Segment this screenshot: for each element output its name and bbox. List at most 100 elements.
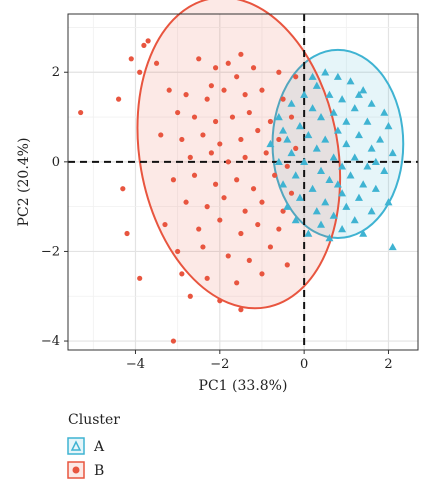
point-cluster-a [308,104,317,112]
point-cluster-a [388,148,397,157]
point-cluster-b [212,118,219,125]
point-cluster-a [384,122,393,130]
point-cluster-b [250,65,257,71]
point-cluster-b [229,114,236,120]
point-cluster-a [300,157,309,166]
point-cluster-b [191,172,198,178]
point-cluster-b [255,127,261,134]
point-cluster-a [274,113,283,121]
point-cluster-b [272,172,278,178]
legend-entries: AB [67,437,105,479]
point-cluster-a [329,153,338,161]
plot-border [67,13,419,351]
point-cluster-b [124,230,130,237]
point-cluster-b [166,87,172,93]
point-cluster-b [288,114,295,120]
point-cluster-a [350,104,359,112]
point-cluster-b [293,145,299,151]
point-cluster-a [279,180,288,188]
point-cluster-b [259,87,265,93]
point-cluster-b [221,87,227,93]
point-cluster-a [283,135,292,143]
point-cluster-a [376,135,385,143]
point-cluster-a [367,207,376,215]
point-cluster-b [255,221,261,228]
plot-panel [67,0,419,351]
point-cluster-b [212,65,219,71]
point-cluster-b [234,74,240,80]
point-cluster-a [371,184,380,192]
point-cluster-a [338,189,347,197]
point-cluster-a [308,72,317,80]
point-cluster-b [137,275,143,281]
point-cluster-b [153,60,160,66]
point-cluster-a [295,122,304,130]
legend-circle-icon [72,466,80,474]
point-cluster-b [204,96,210,102]
point-cluster-b [162,221,168,228]
point-cluster-b [225,253,231,259]
point-cluster-a [342,139,351,148]
x-tick-label: 0 [300,357,308,372]
point-cluster-b [242,154,248,160]
point-cluster-b [196,226,202,232]
point-cluster-b [242,92,248,98]
point-cluster-b [259,199,265,205]
point-cluster-b [217,298,223,304]
point-cluster-a [266,139,275,148]
point-cluster-b [246,257,252,263]
point-cluster-b [225,159,231,165]
x-tick-label: 2 [384,357,392,372]
point-cluster-a [317,166,326,174]
point-cluster-b [276,69,282,75]
point-cluster-a [287,148,296,157]
point-cluster-b [204,275,210,281]
point-cluster-a [300,90,309,98]
reference-lines [68,14,418,350]
x-tick-label: −2 [210,357,229,372]
point-cluster-b [267,118,274,125]
point-cluster-a [312,207,321,215]
point-cluster-a [333,180,342,188]
point-cluster-b [276,226,282,232]
point-cluster-a [325,90,334,98]
x-tick-label: −4 [126,357,145,372]
point-cluster-b [293,74,299,80]
point-cluster-b [217,217,223,223]
data-points [78,38,397,344]
point-cluster-b [280,96,286,102]
y-tick-label: 2 [52,65,60,80]
point-cluster-b [208,150,214,156]
point-cluster-b [217,141,223,147]
point-cluster-a [342,117,351,125]
point-cluster-b [234,177,240,183]
legend: Cluster AB [67,412,120,479]
y-tick-label: 0 [52,155,60,170]
point-cluster-a [346,171,355,179]
point-cluster-a [338,95,347,103]
point-cluster-b [267,244,274,250]
point-cluster-b [238,230,244,237]
point-cluster-a [388,242,397,251]
point-cluster-a [354,130,363,139]
point-cluster-a [325,175,334,183]
point-cluster-a [371,157,380,166]
point-cluster-a [338,225,347,233]
point-cluster-b [238,307,244,313]
point-cluster-b [170,338,177,344]
point-cluster-a [359,86,368,94]
point-cluster-a [367,144,376,152]
point-cluster-b [284,163,290,169]
point-cluster-b [208,83,214,89]
point-cluster-b [204,204,210,210]
point-cluster-b [246,109,252,116]
cluster-ellipses [136,0,405,310]
point-cluster-b [187,293,193,299]
point-cluster-b [284,262,290,268]
point-cluster-b [259,271,265,277]
point-cluster-a [350,153,359,161]
point-cluster-b [78,109,84,116]
point-cluster-a [338,162,347,170]
point-cluster-b [175,109,181,116]
